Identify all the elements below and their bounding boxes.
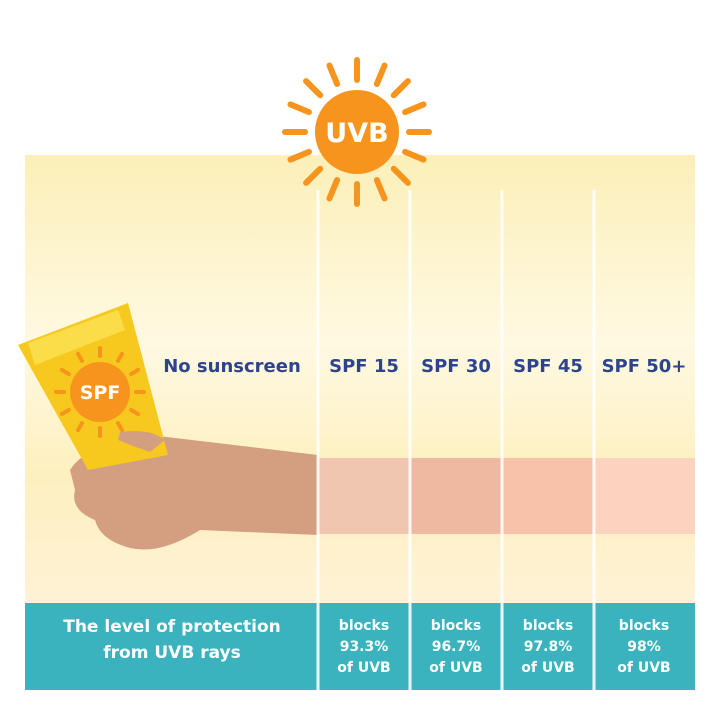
footer-title: The level of protection bbox=[63, 617, 281, 637]
protection-text: blocks bbox=[339, 618, 389, 634]
ray bbox=[326, 177, 341, 202]
ray bbox=[76, 421, 84, 433]
ray bbox=[129, 368, 141, 376]
column-label: SPF 30 bbox=[421, 356, 491, 377]
ray bbox=[373, 62, 388, 87]
ray bbox=[129, 408, 141, 416]
protection-text: blocks bbox=[619, 618, 669, 634]
protection-text: of UVB bbox=[429, 660, 482, 676]
protection-text: of UVB bbox=[617, 660, 670, 676]
footer-title: from UVB rays bbox=[103, 643, 240, 663]
ray bbox=[402, 148, 427, 163]
ray bbox=[287, 148, 312, 163]
protection-text: 93.3% bbox=[340, 639, 389, 655]
protection-text: blocks bbox=[523, 618, 573, 634]
sunscreen-tube: SPF bbox=[18, 303, 168, 470]
protection-text: 96.7% bbox=[432, 639, 481, 655]
column-label: SPF 50+ bbox=[602, 356, 687, 377]
column-label: SPF 45 bbox=[513, 356, 583, 377]
ray bbox=[326, 62, 341, 87]
ray bbox=[76, 351, 84, 363]
protection-text: of UVB bbox=[337, 660, 390, 676]
ray bbox=[59, 408, 71, 416]
protection-text: 97.8% bbox=[524, 639, 573, 655]
protection-text: blocks bbox=[431, 618, 481, 634]
ray bbox=[116, 421, 124, 433]
tube-label: SPF bbox=[80, 382, 121, 404]
ray bbox=[287, 101, 312, 116]
ray bbox=[303, 165, 324, 186]
ray bbox=[390, 165, 411, 186]
arm bbox=[70, 435, 695, 550]
ray bbox=[373, 177, 388, 202]
ray bbox=[59, 368, 71, 376]
ray bbox=[390, 78, 411, 99]
protection-text: of UVB bbox=[521, 660, 574, 676]
sun-label: UVB bbox=[325, 118, 388, 149]
footer-band bbox=[25, 603, 695, 690]
column-label: No sunscreen bbox=[163, 356, 301, 377]
sun: UVB bbox=[282, 57, 432, 207]
ray bbox=[116, 351, 124, 363]
ray bbox=[402, 101, 427, 116]
column-label: SPF 15 bbox=[329, 356, 399, 377]
protection-text: 98% bbox=[627, 639, 661, 655]
ray bbox=[303, 78, 324, 99]
